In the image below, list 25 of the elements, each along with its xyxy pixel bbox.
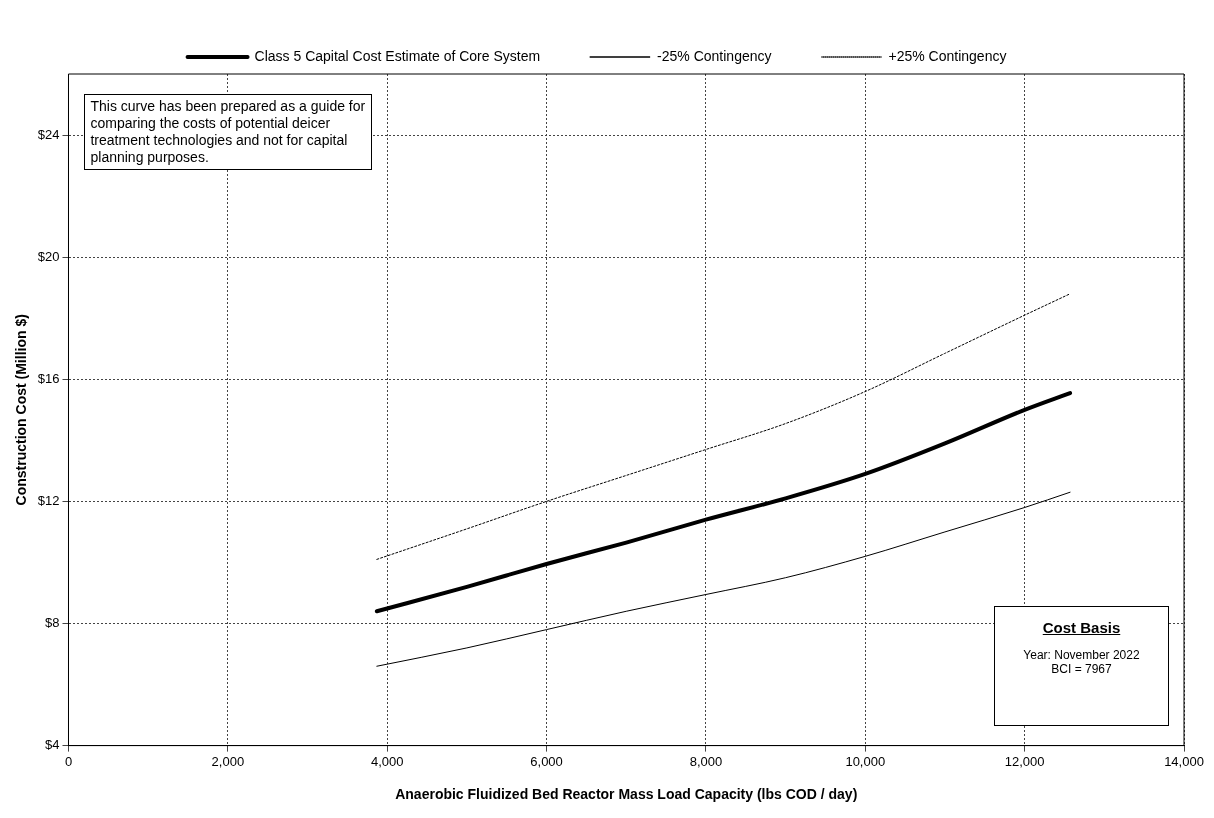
y-tick-label: $4 (45, 737, 60, 753)
x-tick-label: 14,000 (1164, 753, 1204, 769)
x-tick-label: 8,000 (689, 753, 723, 769)
x-tick-label: 6,000 (530, 753, 563, 769)
x-tick-label: 0 (64, 753, 73, 769)
x-tick-label: 4,000 (370, 753, 404, 769)
legend-label: -25% Contingency (657, 47, 772, 64)
line-series (374, 391, 1073, 614)
y-tick-label: $20 (37, 248, 60, 264)
annotation: Year: November 2022 BCI = 7967 (1022, 647, 1141, 676)
note-box: This curve has been prepared as a guide for comparing the costs of potential deicer treatment technologies and not for capital planning purposes. (84, 94, 373, 170)
y-tick-label: $8 (45, 615, 60, 631)
x-tick-label: 12,000 (1004, 753, 1045, 769)
x-tick-label: 2,000 (211, 753, 245, 769)
y-tick-label: $16 (37, 370, 60, 386)
x-tick-label: 10,000 (845, 753, 886, 769)
legend-label: Class 5 Capital Cost Estimate of Core System (254, 47, 541, 64)
y-tick-label: $12 (37, 492, 60, 508)
cost-basis-box: Cost Basis Year: November 2022 BCI = 7967 (994, 605, 1169, 726)
x-axis-title: Anaerobic Fluidized Bed Reactor Mass Load Capacity (lbs COD / day) (395, 786, 858, 803)
legend-label: +25% Contingency (888, 47, 1007, 64)
y-axis-title: Construction Cost (Million $) (13, 314, 30, 506)
y-tick-label: $24 (37, 126, 60, 142)
annotation: Cost Basis (1041, 618, 1122, 636)
line-series (376, 293, 1071, 560)
